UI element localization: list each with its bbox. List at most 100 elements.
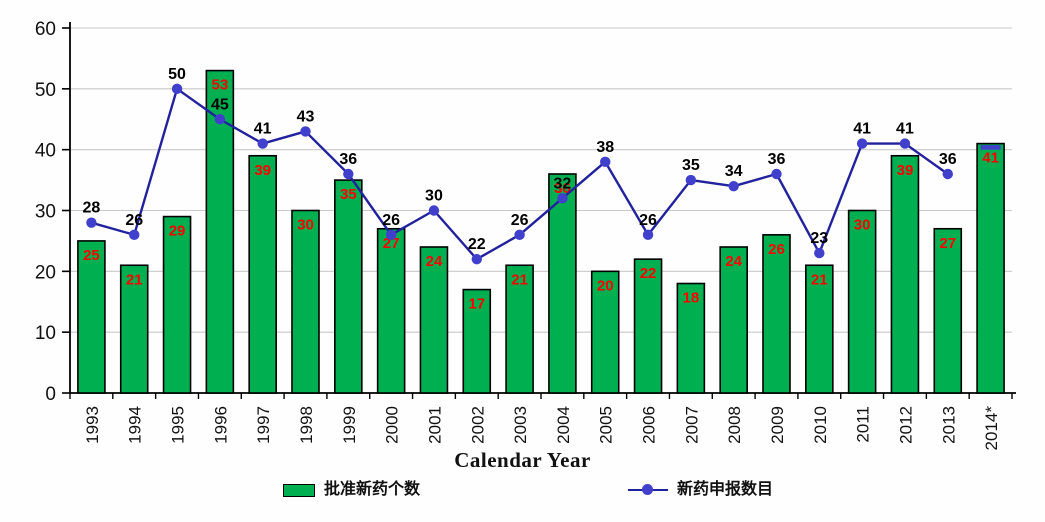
legend-line-marker-icon [628, 484, 668, 496]
line-point-2002 [471, 253, 482, 265]
y-tick-label-40: 40 [35, 141, 56, 162]
bar-2004 [548, 173, 577, 394]
bar-label-2006: 22 [640, 265, 657, 282]
y-tick-label-30: 30 [35, 202, 56, 223]
x-tick-label-2004: 2004 [554, 406, 573, 444]
line-label-1993: 28 [83, 200, 101, 217]
x-tick-label-1994: 1994 [126, 406, 145, 444]
line-label-1999: 36 [339, 151, 357, 168]
bar-2003 [505, 264, 534, 394]
bar-label-2000: 27 [383, 235, 400, 252]
bar-2011 [847, 209, 877, 394]
x-tick-label-2000: 2000 [383, 406, 402, 444]
bar-label-1994: 21 [126, 271, 143, 288]
bar-2007 [676, 282, 706, 394]
line-label-2004: 32 [554, 175, 572, 192]
x-tick-label-2001: 2001 [425, 406, 444, 444]
line-point-2005 [600, 156, 611, 168]
line-point-2000 [385, 229, 397, 241]
bar-1993 [77, 240, 106, 394]
bar-1995 [162, 215, 192, 394]
x-tick-label-2008: 2008 [725, 406, 744, 444]
legend-line-label: 新药申报数目 [677, 481, 774, 498]
line-label-2006: 26 [639, 212, 657, 229]
line-point-2012 [899, 138, 911, 149]
line-point-2006 [642, 229, 654, 241]
bar-label-2004: 36 [554, 180, 571, 197]
bar-1998 [291, 209, 320, 394]
line-label-2000: 26 [382, 212, 400, 229]
bar-1997 [248, 154, 277, 394]
line-point-2013 [942, 168, 953, 180]
y-tick-label-0: 0 [45, 384, 56, 405]
line-label-2001: 30 [425, 188, 443, 205]
line-label-2011: 41 [853, 121, 871, 138]
bar-label-2013: 27 [939, 235, 956, 252]
y-tick-label-20: 20 [35, 262, 56, 283]
bar-2005 [590, 270, 620, 394]
line-point-1999 [343, 168, 354, 180]
line-label-2012: 41 [896, 121, 914, 138]
line-point-2007 [685, 174, 697, 186]
bar-2014* [976, 142, 1005, 394]
bar-label-2010: 21 [811, 271, 828, 288]
line-point-2011 [856, 138, 868, 149]
x-tick-label-2009: 2009 [768, 406, 787, 444]
line-label-1998: 43 [297, 108, 315, 125]
line-point-2009 [771, 168, 782, 180]
line-point-1994 [129, 229, 140, 241]
line-point-1993 [86, 217, 97, 228]
line-point-2008 [728, 180, 739, 192]
bar-2012 [890, 154, 920, 394]
bar-label-1997: 39 [254, 162, 271, 179]
bar-label-1996: 53 [212, 77, 229, 94]
x-tick-label-2010: 2010 [811, 406, 830, 444]
legend: 批准新药个数 新药申报数目 [0, 479, 1045, 505]
bar-label-1993: 25 [83, 247, 100, 264]
line-point-1997 [257, 138, 268, 149]
x-tick-label-1997: 1997 [254, 406, 273, 444]
bar-2013 [933, 227, 963, 394]
line-point-2010 [814, 247, 825, 259]
x-tick-label-1998: 1998 [297, 406, 316, 444]
bar-label-2012: 39 [897, 162, 914, 179]
line-point-1996 [214, 114, 226, 125]
bar-2006 [633, 258, 663, 394]
line-label-2003: 26 [511, 212, 529, 229]
line-point-2004 [557, 193, 568, 204]
x-tick-label-2005: 2005 [597, 406, 616, 444]
y-tick-label-60: 60 [35, 19, 56, 40]
bar-label-1998: 30 [297, 217, 314, 234]
line-label-2008: 34 [725, 163, 743, 180]
bar-2010 [805, 264, 834, 394]
bar-label-2005: 20 [597, 277, 614, 294]
bar-label-2014*: 41 [982, 150, 999, 167]
x-axis-title: Calendar Year [454, 448, 591, 472]
line-label-2002: 22 [468, 236, 486, 253]
x-tick-label-2014*: 2014* [982, 406, 1001, 451]
x-tick-label-2002: 2002 [468, 406, 487, 444]
bar-2000 [376, 227, 406, 394]
line-point-1998 [300, 126, 311, 137]
bar-2002 [462, 288, 492, 394]
legend-bar-swatch-icon [283, 483, 315, 497]
line-label-1994: 26 [125, 212, 143, 229]
bar-label-2008: 24 [725, 253, 742, 270]
x-tick-label-2011: 2011 [854, 406, 873, 443]
x-tick-label-1999: 1999 [340, 406, 359, 444]
bar-2008 [719, 246, 748, 394]
x-tick-label-1995: 1995 [169, 406, 188, 444]
line-point-1995 [171, 83, 183, 95]
bar-label-2011: 30 [854, 217, 871, 234]
bar-label-2001: 24 [426, 253, 443, 270]
bar-label-1999: 35 [340, 186, 357, 203]
bar-label-2007: 18 [683, 290, 700, 307]
line-label-2009: 36 [768, 151, 786, 168]
line-label-1995: 50 [168, 66, 186, 83]
line-marker-cap-2014 [980, 145, 1001, 150]
line-label-2007: 35 [682, 157, 700, 174]
x-tick-label-1996: 1996 [211, 406, 230, 444]
line-label-1996: 45 [211, 96, 229, 113]
